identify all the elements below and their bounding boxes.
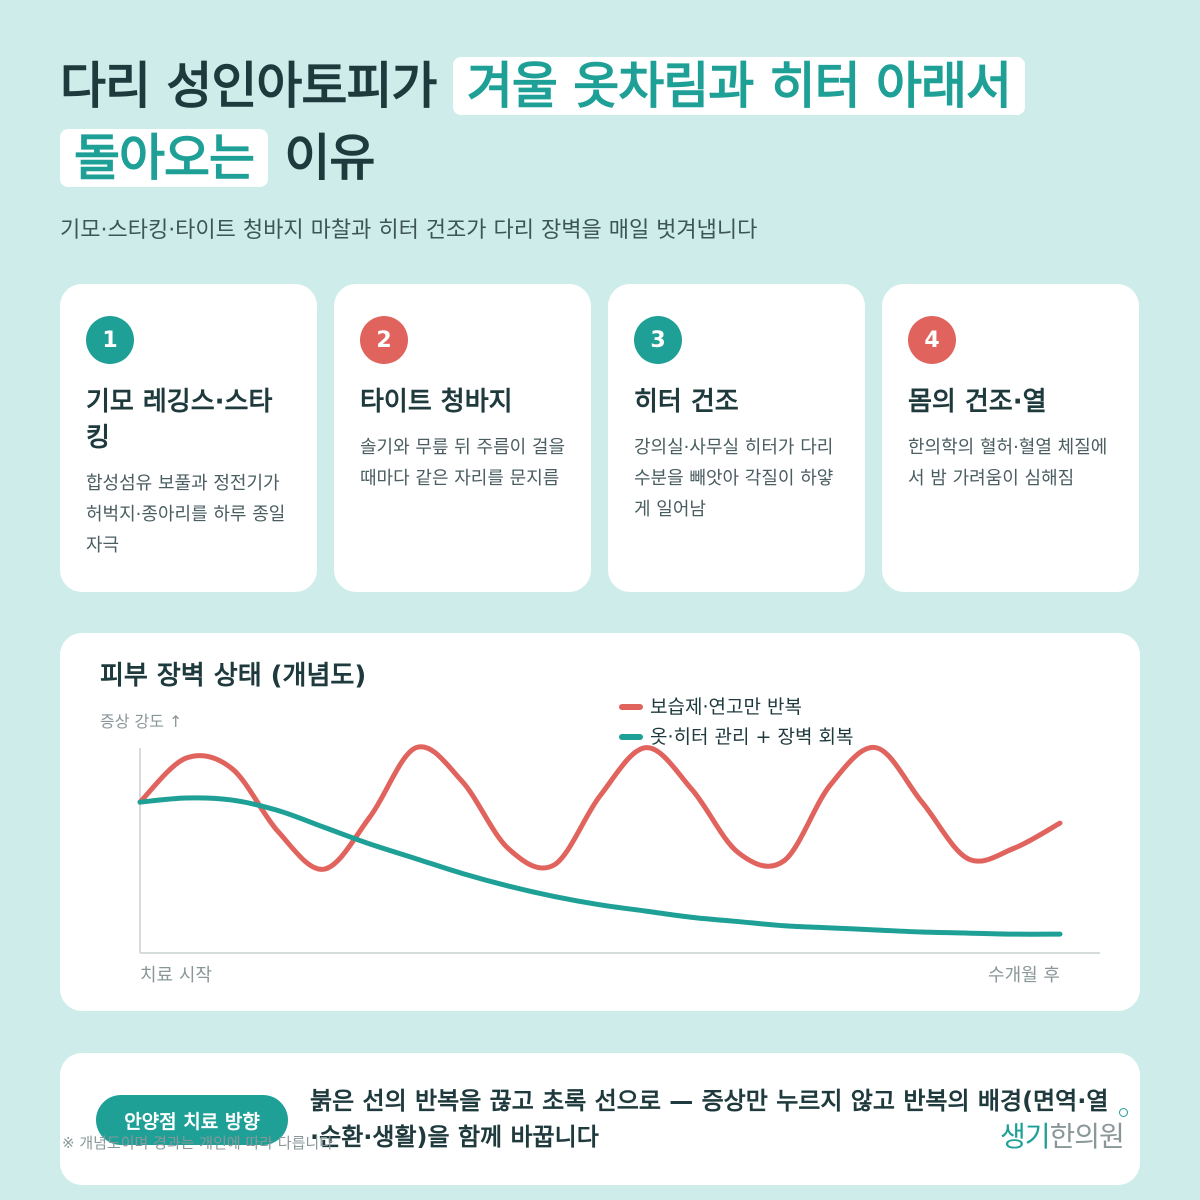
title-part2: 이유 [268, 129, 375, 187]
chart-title: 피부 장벽 상태 (개념도) [100, 661, 366, 691]
treatment-message: 붉은 선의 반복을 끊고 초록 선으로 — 증상만 누르지 않고 반복의 배경(… [310, 1087, 1109, 1151]
card-number-badge: 1 [86, 316, 134, 364]
chart-card: 피부 장벽 상태 (개념도) 증상 강도 ↑ 치료 시작 수개월 후 보습제·연… [60, 633, 1140, 1011]
card-title: 기모 레깅스·스타킹 [86, 387, 273, 453]
title-highlight-2: 돌아오는 [60, 129, 268, 187]
clinic-logo: 생기한의원 [1000, 1115, 1125, 1155]
card-title: 몸의 건조·열 [908, 387, 1047, 417]
x-end-label: 수개월 후 [988, 965, 1060, 986]
treatment-direction-card: 안양점 치료 방향 붉은 선의 반복을 끊고 초록 선으로 — 증상만 누르지 … [60, 1053, 1140, 1185]
logo-rest: 한의원 [1049, 1120, 1125, 1153]
disclaimer-note: ※ 개념도이며 경과는 개인에 따라 다릅니다 [62, 1134, 334, 1152]
legend-label-red: 보습제·연고만 반복 [650, 696, 802, 718]
barrier-chart: 피부 장벽 상태 (개념도) 증상 강도 ↑ 치료 시작 수개월 후 보습제·연… [100, 661, 1100, 986]
y-axis-label: 증상 강도 ↑ [100, 712, 182, 731]
series-layer [137, 744, 1063, 937]
branch-badge: 안양점 치료 방향 [96, 1095, 288, 1145]
cause-card-2: 2 타이트 청바지 솔기와 무릎 뒤 주름이 걸을 때마다 같은 자리를 문지름 [334, 284, 591, 592]
title-part1: 다리 성인아토피가 [60, 57, 453, 115]
logo-accent: 생기 [1000, 1120, 1051, 1153]
series-line-barrier-recovery [137, 795, 1063, 937]
card-title: 타이트 청바지 [360, 387, 513, 417]
subtitle: 기모·스타킹·타이트 청바지 마찰과 히터 건조가 다리 장벽을 매일 벗겨냅니… [60, 218, 758, 243]
legend-label-teal: 옷·히터 관리 + 장벽 회복 [650, 726, 853, 748]
card-title: 히터 건조 [634, 387, 739, 417]
cause-card-3: 3 히터 건조 강의실·사무실 히터가 다리 수분을 빼앗아 각질이 하얗게 일… [608, 284, 865, 592]
card-number-badge: 3 [634, 316, 682, 364]
card-description: 한의학의 혈허·혈열 체질에서 밤 가려움이 심해짐 [908, 437, 1108, 489]
cause-card-1: 1 기모 레깅스·스타킹 합성섬유 보풀과 정전기가 허벅지·종아리를 하루 종… [60, 284, 317, 592]
x-start-label: 치료 시작 [140, 965, 212, 986]
card-number-badge: 4 [908, 316, 956, 364]
card-description: 합성섬유 보풀과 정전기가 허벅지·종아리를 하루 종일 자극 [86, 473, 286, 556]
card-description: 강의실·사무실 히터가 다리 수분을 빼앗아 각질이 하얗게 일어남 [634, 437, 834, 520]
title-highlight-1: 겨울 옷차림과 히터 아래서 [452, 57, 1026, 115]
cause-card-4: 4 몸의 건조·열 한의학의 혈허·혈열 체질에서 밤 가려움이 심해짐 [882, 284, 1139, 592]
series-line-moisturizer-only [137, 744, 1063, 872]
card-number-badge: 2 [360, 316, 408, 364]
card-description: 솔기와 무릎 뒤 주름이 걸을 때마다 같은 자리를 문지름 [360, 437, 566, 489]
logo-dot-icon [1119, 1108, 1128, 1117]
